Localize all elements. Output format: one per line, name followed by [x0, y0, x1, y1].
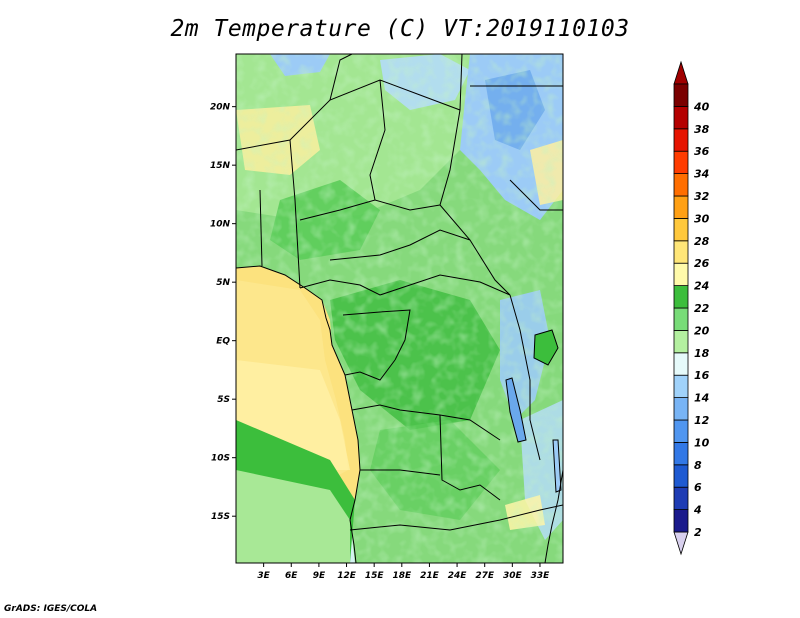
colorbar-swatch — [673, 128, 689, 152]
latitude-axis: 20N 15N 10N 5N EQ 5S 10S 15S — [210, 103, 236, 522]
colorbar-label: 40 — [693, 100, 710, 113]
lon-tick-label: 6E — [285, 571, 298, 581]
colorbar-swatch — [673, 106, 689, 130]
colorbar-label: 32 — [694, 190, 710, 203]
lon-tick-label: 27E — [475, 571, 495, 581]
border-c5 — [344, 359, 396, 381]
ocean-light-zone — [236, 470, 350, 563]
colorbar-swatch — [673, 486, 689, 511]
colorbar-label: 38 — [694, 123, 710, 136]
colorbar-swatch — [673, 464, 689, 488]
border-c2 — [329, 229, 471, 261]
colorbar-swatch — [673, 397, 689, 421]
border-n2 — [329, 54, 353, 101]
colorbar-label: 36 — [694, 145, 710, 158]
border-c3 — [299, 274, 511, 296]
lake-tanganyika — [505, 377, 527, 443]
coastline-east — [544, 469, 563, 563]
colorbar-label: 34 — [694, 168, 709, 181]
border-c1 — [299, 199, 441, 221]
border-s5 — [509, 294, 541, 461]
border-s4 — [349, 504, 563, 531]
colorbar-swatch — [673, 285, 689, 309]
colorbar-label: 12 — [694, 414, 710, 427]
longitude-axis: 3E 6E 9E 12E 15E 18E 21E 24E 27E 30E 33E — [257, 563, 550, 581]
lon-tick-label: 18E — [392, 571, 412, 581]
border-n1 — [236, 79, 461, 151]
colorbar-label: 4 — [693, 504, 702, 517]
colorbar-swatch — [673, 217, 689, 242]
colorbar-label: 2 — [694, 526, 702, 539]
colorbar-swatch — [673, 352, 689, 376]
border-s2 — [439, 414, 501, 501]
lat-tick-label: 10N — [210, 220, 231, 230]
lon-tick-label: 9E — [313, 571, 326, 581]
colorbar-label: 22 — [694, 302, 710, 315]
colorbar-label: 14 — [694, 392, 709, 405]
lat-tick-label: 5S — [217, 395, 230, 405]
colorbar-swatch — [673, 83, 689, 107]
colorbar-label: 24 — [694, 280, 709, 293]
lon-tick-label: 24E — [448, 571, 468, 581]
colorbar-swatch — [673, 240, 689, 264]
border-n4 — [459, 54, 463, 111]
colorbar-label: 28 — [694, 235, 710, 248]
colorbar-swatch — [673, 173, 689, 197]
colorbar-label: 26 — [694, 257, 710, 270]
lon-tick-label: 30E — [503, 571, 523, 581]
colorbar-swatch — [673, 329, 689, 354]
colorbar-swatch — [673, 509, 689, 533]
border-e1 — [439, 109, 511, 296]
coastline-west — [236, 265, 361, 563]
border-e2 — [509, 179, 563, 211]
border-n3 — [369, 79, 386, 201]
colorbar-swatch — [673, 374, 689, 399]
colorbar-label: 8 — [694, 459, 702, 472]
colorbar-swatch — [673, 262, 689, 287]
lat-tick-label: 15N — [210, 161, 231, 171]
lat-tick-label: EQ — [216, 337, 230, 347]
colorbar-swatch — [673, 150, 689, 174]
colorbar-label: 6 — [694, 481, 702, 494]
borders — [236, 54, 563, 563]
colorbar-label: 20 — [694, 324, 710, 337]
lat-tick-label: 15S — [211, 512, 230, 522]
lon-tick-label: 3E — [257, 571, 270, 581]
lon-tick-label: 21E — [420, 571, 440, 581]
colorbar-high-triangle — [673, 60, 689, 85]
border-w2 — [289, 139, 301, 289]
grads-credit: GrADS: IGES/COLA — [4, 604, 98, 614]
map-fill — [236, 54, 563, 563]
border-c4 — [342, 309, 411, 361]
colorbar-swatch — [673, 441, 689, 466]
lon-tick-label: 33E — [531, 571, 551, 581]
lat-tick-label: 5N — [216, 278, 230, 288]
colorbar-swatch — [673, 307, 689, 331]
lon-tick-label: 12E — [337, 571, 357, 581]
lake-malawi — [552, 439, 562, 493]
lon-tick-label: 15E — [365, 571, 385, 581]
colorbar-label: 10 — [694, 436, 710, 449]
lake-victoria — [533, 329, 559, 366]
lat-tick-label: 20N — [210, 103, 231, 113]
colorbar-swatch — [673, 195, 689, 219]
colorbar-label: 16 — [694, 369, 710, 382]
colorbar-swatch — [673, 419, 689, 443]
border-w1 — [259, 189, 263, 267]
colorbar-low-triangle — [673, 531, 689, 556]
border-s3 — [360, 469, 441, 476]
colorbar-label: 18 — [694, 347, 710, 360]
colorbar-label: 30 — [694, 212, 710, 225]
border-s1 — [351, 404, 501, 441]
map-title: 2m Temperature (C) VT:2019110103 — [170, 16, 630, 42]
map-frame — [235, 53, 564, 564]
lat-tick-label: 10S — [211, 454, 230, 464]
